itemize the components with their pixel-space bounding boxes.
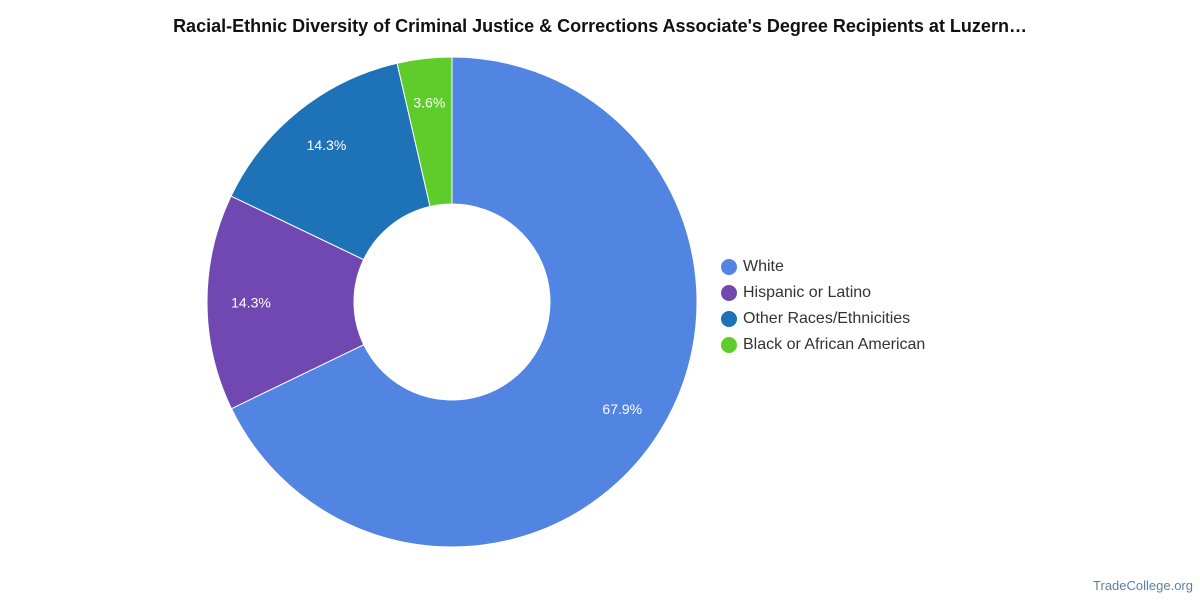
data-label-other-races-ethnicities: 14.3% <box>307 137 347 153</box>
legend-label: White <box>743 258 784 275</box>
data-label-white: 67.9% <box>602 401 642 417</box>
chart-title: Racial-Ethnic Diversity of Criminal Just… <box>173 16 1027 36</box>
legend-item-hispanic-or-latino[interactable]: Hispanic or Latino <box>721 280 925 306</box>
legend-swatch <box>721 259 737 275</box>
legend-label: Black or African American <box>743 336 926 353</box>
legend-swatch <box>721 337 737 353</box>
watermark[interactable]: TradeCollege.org <box>1093 578 1193 593</box>
legend-item-other-races-ethnicities[interactable]: Other Races/Ethnicities <box>721 306 925 332</box>
legend-swatch <box>721 311 737 327</box>
legend-item-black-or-african-american[interactable]: Black or African American <box>721 332 925 358</box>
data-label-black-or-african-american: 3.6% <box>413 94 445 110</box>
legend-label: Other Races/Ethnicities <box>743 310 911 327</box>
legend-item-white[interactable]: White <box>721 254 925 280</box>
data-label-hispanic-or-latino: 14.3% <box>231 294 271 310</box>
legend-label: Hispanic or Latino <box>743 284 872 301</box>
legend-swatch <box>721 285 737 301</box>
legend: White Hispanic or Latino Other Races/Ethni… <box>721 254 925 358</box>
slice-white[interactable] <box>230 56 698 548</box>
slice-black-or-african-american[interactable] <box>396 56 453 208</box>
slice-other-races-ethnicities[interactable] <box>230 62 431 261</box>
slice-hispanic-or-latino[interactable] <box>206 195 365 410</box>
